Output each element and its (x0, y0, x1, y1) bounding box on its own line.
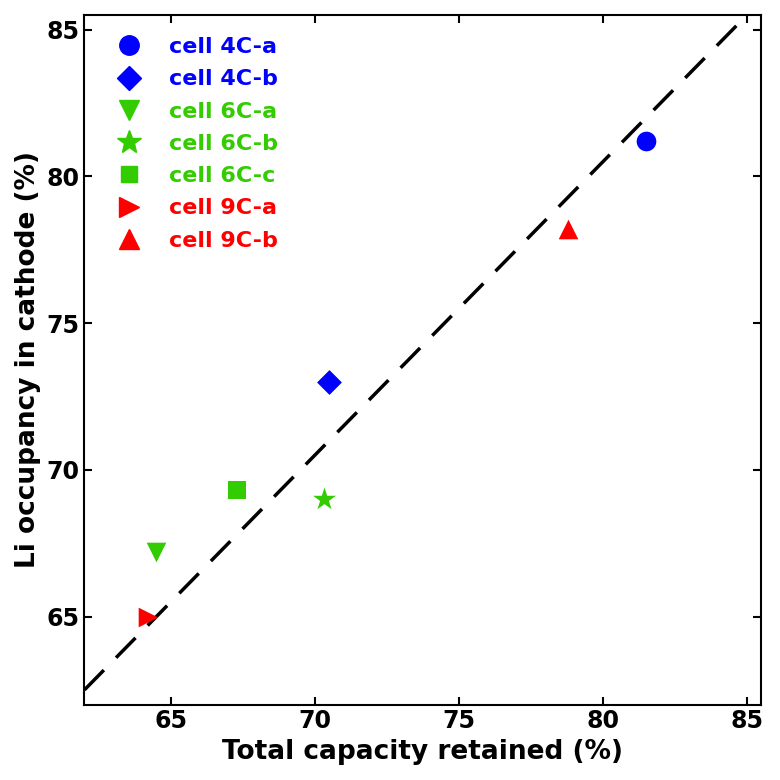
Legend: cell 4C-a, cell 4C-b, cell 6C-a, cell 6C-b, cell 6C-c, cell 9C-a, cell 9C-b: cell 4C-a, cell 4C-b, cell 6C-a, cell 6C… (95, 26, 289, 261)
Point (231, 484, 243, 497)
Point (562, 223, 575, 236)
Y-axis label: Li occupancy in cathode (%): Li occupancy in cathode (%) (15, 151, 41, 569)
Point (317, 493, 330, 505)
Point (323, 375, 335, 388)
Point (640, 135, 652, 147)
X-axis label: Total capacity retained (%): Total capacity retained (%) (222, 739, 623, 765)
Point (141, 610, 154, 622)
Point (151, 546, 163, 558)
